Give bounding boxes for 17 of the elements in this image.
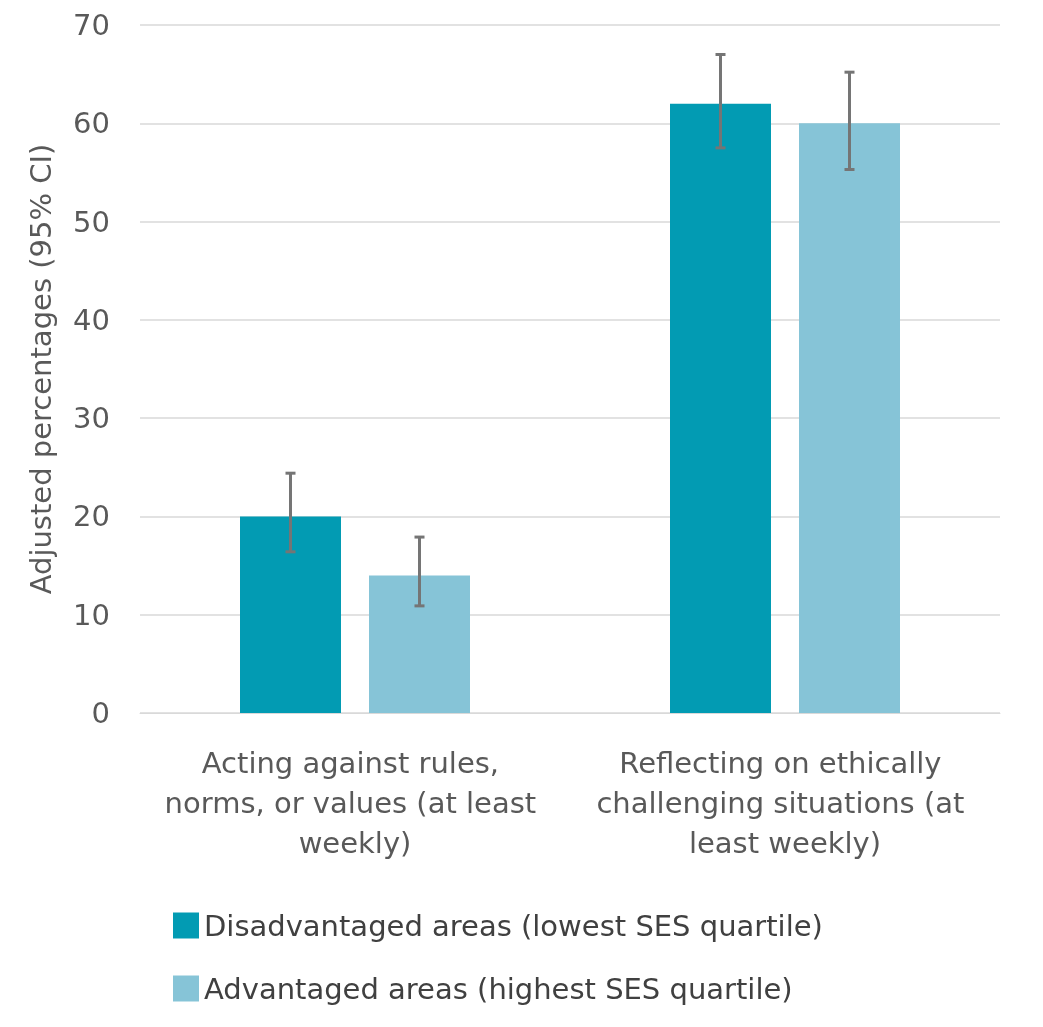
legend-label: Disadvantaged areas (lowest SES quartile) bbox=[204, 908, 823, 943]
y-tick-label: 70 bbox=[73, 8, 110, 42]
bar bbox=[369, 575, 470, 713]
bar bbox=[670, 103, 771, 713]
bar bbox=[799, 123, 900, 713]
x-tick-label: Acting against rules, norms, or values (at least weekly) bbox=[164, 746, 546, 860]
y-tick-label: 20 bbox=[73, 499, 110, 534]
legend-label: Advantaged areas (highest SES quartile) bbox=[204, 971, 793, 1006]
x-tick-label: Reflecting on ethically challenging situations (at least weekly) bbox=[596, 746, 974, 860]
y-tick-label: 10 bbox=[73, 597, 110, 632]
bar bbox=[240, 516, 341, 713]
y-tick-label: 30 bbox=[73, 401, 110, 436]
y-tick-label: 40 bbox=[73, 302, 110, 337]
y-tick-label: 60 bbox=[73, 106, 110, 141]
y-tick-label: 0 bbox=[91, 696, 110, 730]
y-axis-title: Adjusted percentages (95% CI) bbox=[23, 143, 58, 595]
y-tick-label: 50 bbox=[73, 204, 110, 239]
